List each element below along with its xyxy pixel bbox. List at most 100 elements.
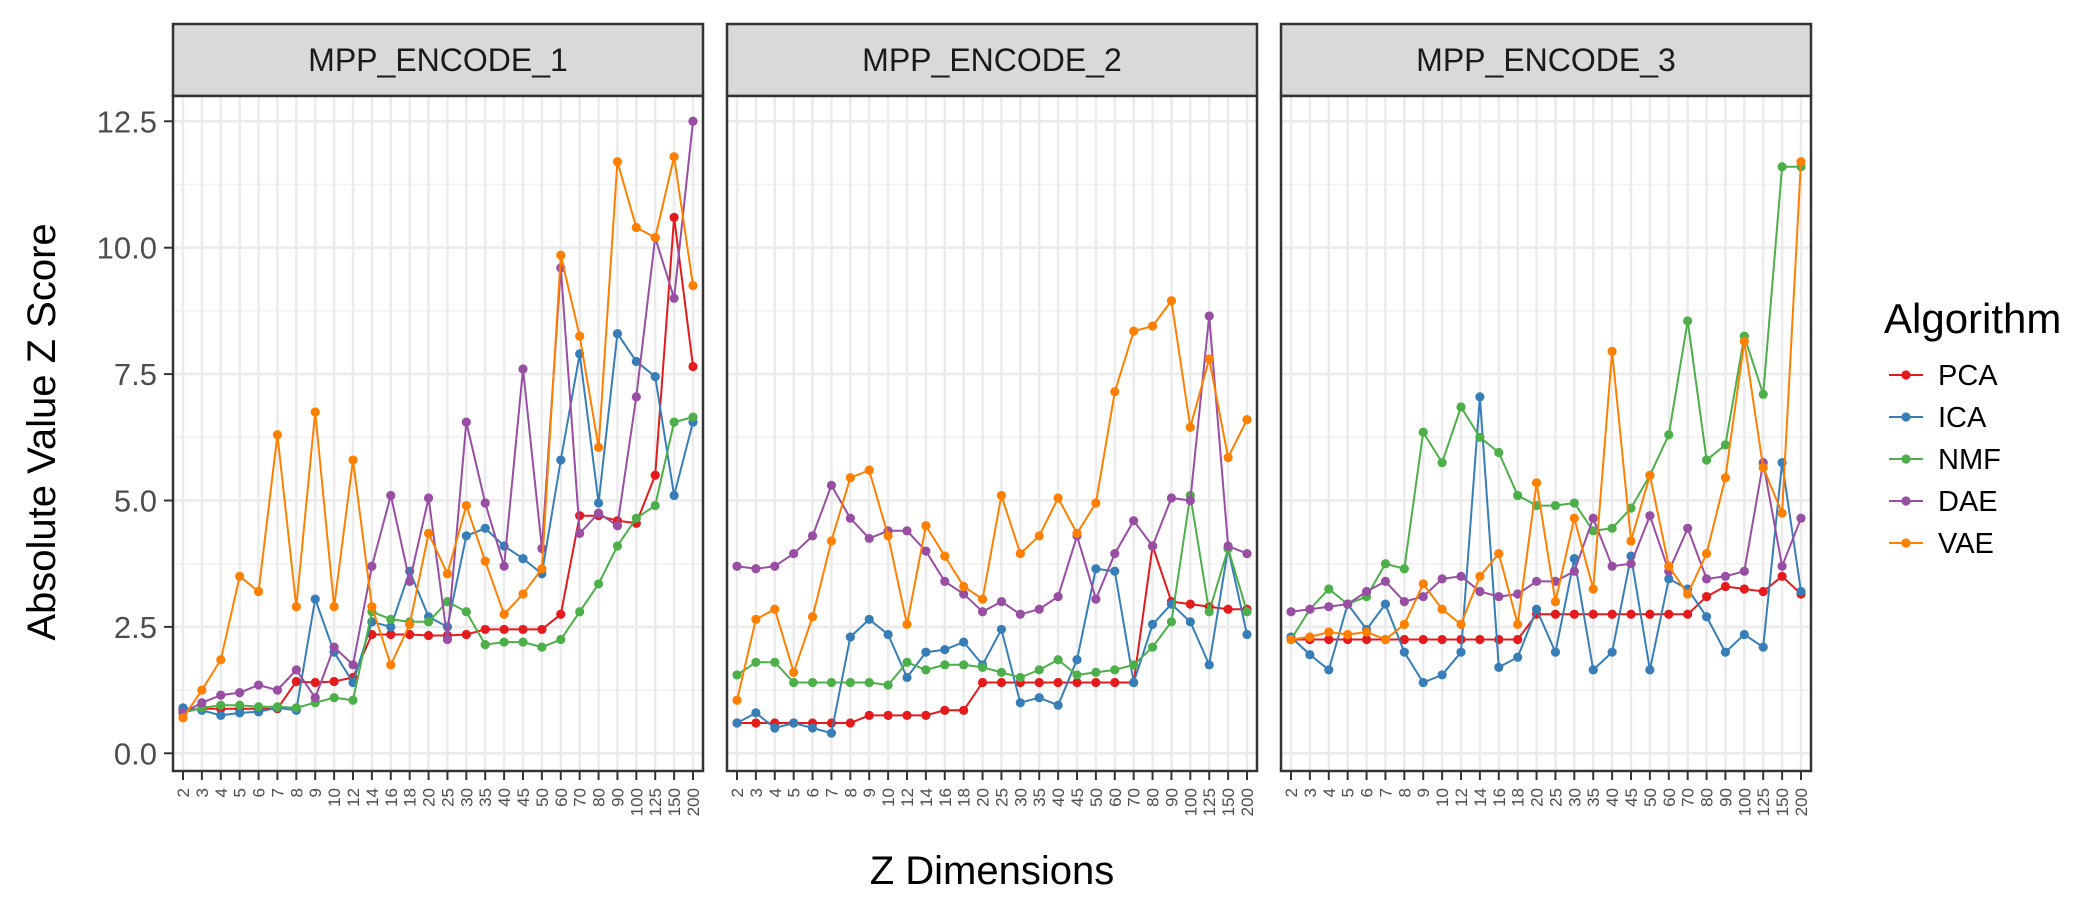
data-point-pca (518, 624, 528, 635)
data-point-pca (1720, 581, 1731, 592)
data-point-pca (669, 212, 679, 222)
data-point-vae (1015, 548, 1025, 559)
data-point-vae (789, 667, 799, 678)
x-tick-label: 70 (1679, 788, 1698, 807)
data-point-nmf (1758, 389, 1768, 399)
data-point-dae (1242, 548, 1252, 559)
series-line-pca (737, 545, 1247, 724)
data-point-vae (442, 569, 453, 579)
x-tick-label: 20 (1528, 788, 1547, 807)
data-point-vae (461, 500, 471, 511)
x-tick-label: 30 (457, 788, 476, 807)
x-tick-label: 60 (1106, 788, 1125, 807)
data-point-pca (1683, 609, 1693, 619)
data-point-vae (1569, 513, 1579, 523)
data-point-nmf (423, 617, 434, 627)
data-point-nmf (1701, 455, 1712, 465)
facet-title: MPP_ENCODE_1 (308, 42, 568, 78)
data-point-dae (197, 698, 207, 708)
facet-panel-3: MPP_ENCODE_32 3 4 5 6 7 8 9 10 12 14 16 18 20 25 30 35 40… (1279, 22, 1813, 816)
data-point-dae (1399, 597, 1409, 607)
series-line-ica (182, 330, 694, 717)
data-point-vae (1242, 414, 1252, 425)
data-point-vae (1129, 326, 1139, 336)
data-point-ica (770, 723, 780, 733)
data-point-pca (1607, 609, 1617, 619)
data-point-dae (770, 561, 780, 571)
data-point-vae (1091, 498, 1101, 508)
data-point-vae (1607, 346, 1617, 356)
data-point-vae (669, 152, 679, 162)
data-point-nmf (826, 677, 837, 688)
data-point-nmf (1204, 607, 1214, 617)
data-point-vae (1361, 627, 1372, 637)
data-point-vae (1343, 629, 1353, 640)
data-point-nmf (688, 412, 698, 422)
x-tick-label: 8 (1395, 788, 1414, 797)
data-point-nmf (499, 637, 509, 647)
data-point-ica (789, 718, 799, 728)
data-point-vae (902, 619, 912, 629)
data-point-dae (1437, 574, 1447, 584)
data-point-dae (593, 508, 604, 518)
data-point-nmf (253, 702, 264, 712)
data-point-nmf (1588, 526, 1598, 536)
data-point-vae (1324, 627, 1334, 637)
data-point-pca (499, 624, 509, 635)
plot-background (173, 96, 703, 771)
x-tick-label: 80 (1698, 788, 1717, 807)
data-point-nmf (480, 639, 490, 650)
x-tick-label: 25 (1546, 788, 1565, 807)
data-point-dae (518, 364, 528, 374)
legend-title: Algorithm (1884, 295, 2061, 342)
data-point-nmf (329, 693, 339, 703)
x-tick-label: 90 (1162, 788, 1181, 807)
x-tick-label: 10 (325, 788, 344, 807)
data-point-vae (1701, 548, 1712, 559)
data-point-dae (1569, 566, 1579, 576)
x-tick-label: 200 (684, 788, 703, 816)
data-point-ica (669, 490, 679, 501)
panel-border (171, 94, 705, 773)
data-point-vae (1204, 354, 1214, 364)
data-point-pca (1777, 571, 1787, 581)
data-point-ica (845, 632, 855, 642)
data-point-nmf (386, 614, 396, 624)
data-point-pca (688, 361, 698, 372)
legend-label-dae: DAE (1938, 486, 1998, 518)
x-tick-label: 10 (879, 788, 898, 807)
data-point-ica (518, 554, 528, 564)
data-point-dae (1456, 571, 1466, 581)
data-point-vae (1305, 632, 1315, 642)
data-point-vae (688, 281, 698, 291)
x-tick-label: 18 (955, 788, 974, 807)
data-point-vae (1588, 584, 1598, 594)
data-point-ica (996, 624, 1007, 635)
data-point-ica (751, 708, 761, 718)
x-tick-label: 7 (822, 788, 841, 797)
data-point-vae (235, 571, 245, 581)
data-point-pca (1739, 584, 1749, 594)
data-point-nmf (631, 513, 641, 523)
data-point-dae (1324, 602, 1334, 612)
data-point-dae (1343, 599, 1353, 609)
data-point-ica (1437, 670, 1447, 680)
data-point-vae (367, 602, 377, 612)
x-tick-label: 80 (590, 788, 609, 807)
data-point-pca (386, 629, 396, 640)
data-point-nmf (1683, 316, 1693, 326)
x-tick-label: 2 (1282, 788, 1301, 797)
data-point-nmf (1147, 642, 1158, 652)
x-tick-label: 5 (785, 788, 804, 797)
data-point-vae (1399, 619, 1409, 629)
data-point-nmf (902, 657, 912, 667)
data-point-nmf (1166, 617, 1177, 627)
data-point-dae (996, 597, 1007, 607)
data-point-dae (1110, 548, 1120, 559)
data-point-dae (807, 531, 818, 541)
data-point-nmf (1015, 672, 1025, 683)
data-point-ica (1475, 392, 1485, 402)
data-point-nmf (1475, 432, 1485, 442)
data-point-ica (1185, 617, 1195, 627)
data-point-vae (1380, 634, 1391, 645)
